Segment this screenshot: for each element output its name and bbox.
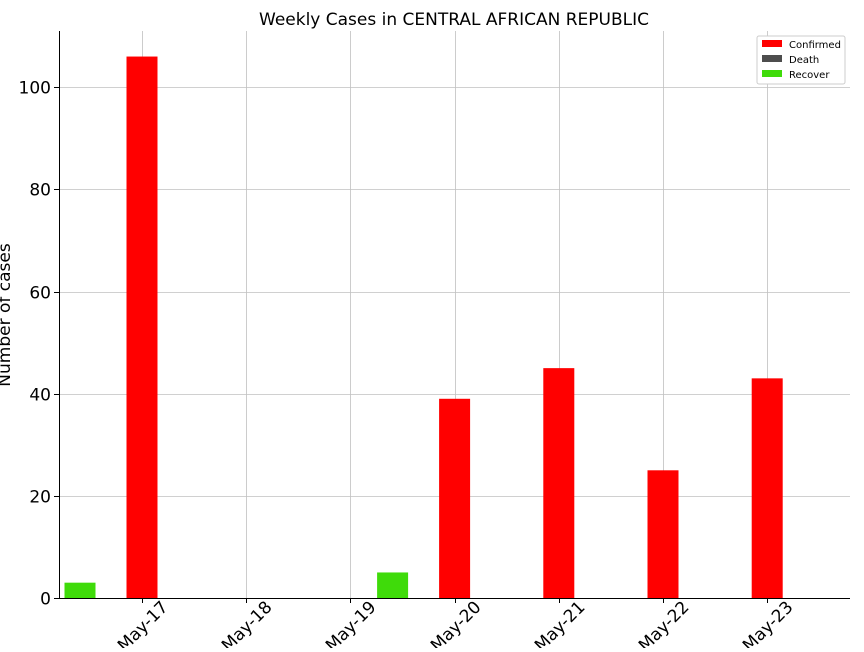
y-tick-label: 60 <box>29 284 51 304</box>
y-tick-label: 0 <box>40 590 51 610</box>
bar-confirmed-may-17 <box>126 56 158 599</box>
y-tick-label: 80 <box>29 181 51 201</box>
x-tick-label: May-19 <box>322 597 380 648</box>
y-tick-label: 20 <box>29 488 51 508</box>
x-tick-label: May-22 <box>635 597 693 648</box>
legend: Confirmed Death Recover <box>756 35 846 85</box>
legend-swatch-death <box>762 55 782 62</box>
y-tick-label: 100 <box>19 79 51 99</box>
legend-swatch-confirmed <box>762 40 782 47</box>
y-ticks: 0 20 40 60 80 100 <box>19 79 59 610</box>
legend-swatch-recover <box>762 70 782 77</box>
bars <box>64 56 783 599</box>
legend-label-death: Death <box>789 55 819 66</box>
bar-confirmed-may-23 <box>751 378 783 598</box>
x-tick-label: May-17 <box>114 597 172 648</box>
bar-confirmed-may-21 <box>543 368 575 598</box>
legend-label-recover: Recover <box>789 70 830 81</box>
chart-title: Weekly Cases in CENTRAL AFRICAN REPUBLIC <box>259 10 649 30</box>
bar-recover-may-17 <box>64 582 96 598</box>
x-tick-label: May-20 <box>427 597 485 648</box>
y-axis-label: Number of cases <box>0 243 15 387</box>
x-tick-label: May-21 <box>531 597 589 648</box>
bar-recover-may-20 <box>377 572 409 598</box>
bar-confirmed-may-22 <box>647 470 679 598</box>
axes <box>59 31 850 599</box>
x-ticks: May-17 May-18 May-19 May-20 May-21 May-22 May-… <box>114 597 797 652</box>
legend-label-confirmed: Confirmed <box>789 40 841 51</box>
bar-confirmed-may-20 <box>439 398 471 598</box>
x-tick-label: May-18 <box>218 597 276 648</box>
x-tick-label: May-23 <box>739 597 797 648</box>
y-tick-label: 40 <box>29 386 51 406</box>
